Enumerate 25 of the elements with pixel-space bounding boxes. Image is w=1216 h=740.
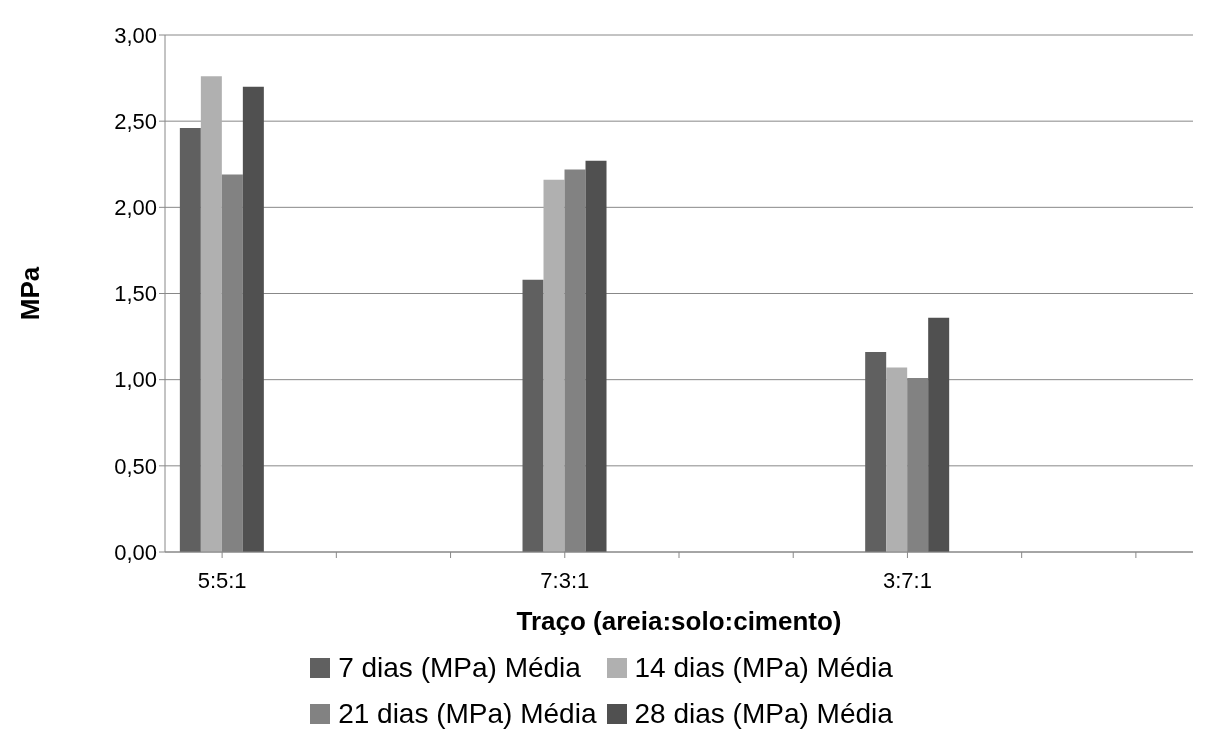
bar: [886, 367, 908, 552]
x-tick-label: 5:5:1: [197, 567, 247, 593]
bar: [179, 128, 201, 552]
bar: [200, 76, 222, 552]
x-axis-title: Traço (areia:solo:cimento): [516, 606, 842, 636]
legend-label: 28 dias (MPa) Média: [633, 698, 893, 730]
legend-label: 14 dias (MPa) Média: [633, 652, 893, 684]
bar: [928, 317, 950, 552]
y-tick-label: 3,00: [114, 22, 157, 48]
legend-label: 7 dias (MPa) Média: [337, 652, 582, 684]
y-tick-label: 1,50: [114, 281, 157, 307]
x-tick-label: 7:3:1: [540, 567, 590, 593]
y-tick-label: 0,00: [114, 539, 157, 565]
y-tick-label: 2,00: [114, 195, 157, 221]
y-tick-label: 2,50: [114, 108, 157, 134]
y-tick-label: 0,50: [114, 453, 157, 479]
bar: [543, 179, 565, 552]
y-axis-title: MPa: [15, 266, 46, 321]
legend-label: 21 dias (MPa) Média: [337, 698, 597, 730]
x-tick-label: 3:7:1: [882, 567, 932, 593]
y-tick-label: 1,00: [114, 367, 157, 393]
bar: [865, 352, 887, 552]
bar: [242, 86, 264, 552]
bar: [522, 279, 544, 552]
bar: [585, 160, 607, 552]
